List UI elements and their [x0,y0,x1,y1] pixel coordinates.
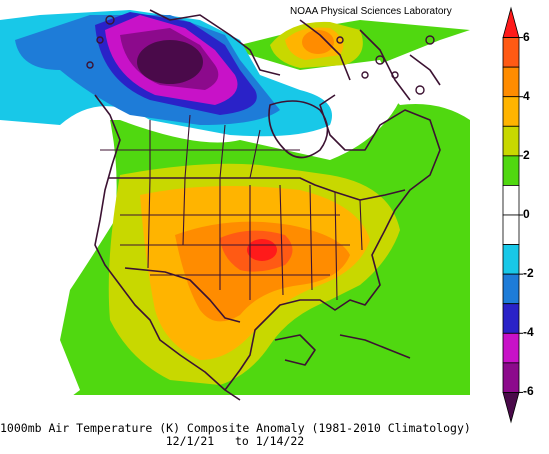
province-lines [100,114,300,179]
state-lines [120,177,363,301]
colorbar-level--5--4 [502,332,520,364]
colorbar-tick-label: 6 [523,29,530,44]
border-us-mexico [124,267,241,323]
boundaries [94,9,441,401]
caption-dates: 12/1/21 to 1/14/22 [165,434,305,448]
coastline-north-america [94,94,441,401]
colorbar-tick-label: -6 [523,384,534,399]
colorbar-tick-label: 4 [523,88,530,103]
colorbar-tick-label: -4 [523,325,534,340]
coastline-cuba [339,334,411,359]
colorbar-tick-label: 0 [523,207,530,221]
colorbar-level--2--1 [502,244,520,275]
coastline-yucatan [274,334,316,366]
arctic-islands [86,15,435,95]
colorbar-level--1-0 [502,214,520,245]
colorbar [502,6,523,424]
colorbar-level-1-2 [502,155,520,186]
colorbar-level-2-3 [502,125,520,157]
anomaly-fields [0,10,471,405]
field-white-ne [365,30,470,120]
field-red [247,239,277,261]
colorbar-tick-label: -2 [523,266,534,281]
colorbar-level--4--3 [502,303,520,334]
credit-label: NOAA Physical Sciences Laboratory [290,6,452,17]
colorbar-level-4-5 [502,66,520,98]
field-orange [175,221,350,322]
colorbar-tick-label: 2 [523,147,530,162]
colorbar-level--6--5 [502,362,520,393]
colorbar-level-6+ [502,6,520,38]
field-white-west [0,120,117,405]
colorbar-level-5-6 [502,37,520,68]
field-dark-purple [137,40,203,84]
coastline-arctic [149,9,441,101]
anomaly-map [0,9,471,405]
colorbar-level-0-1 [502,185,520,216]
caption-title: 1000mb Air Temperature (K) Composite Ano… [0,421,471,435]
colorbar-level--6- [502,392,520,424]
field-orange-greenland [302,30,334,54]
colorbar-level--3--2 [502,273,520,305]
colorbar-level-3-4 [502,96,520,127]
coastline-hudson-bay [268,100,329,159]
